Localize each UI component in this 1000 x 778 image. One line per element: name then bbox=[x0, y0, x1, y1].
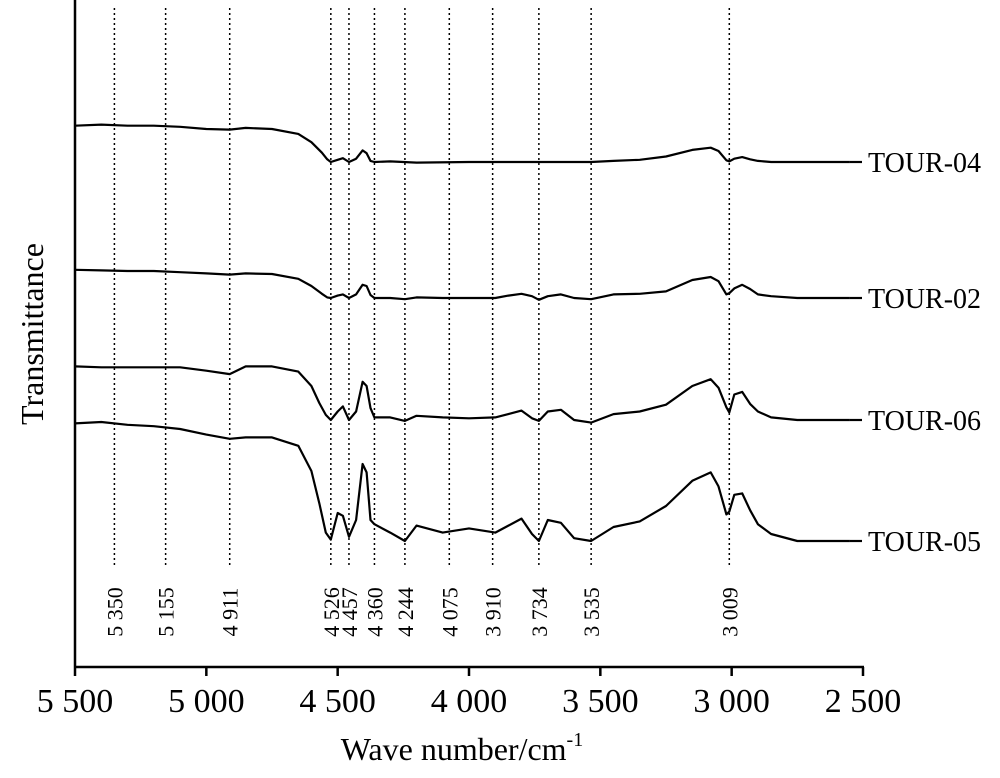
spectrum-line bbox=[74, 268, 850, 301]
x-tick-label: 3 500 bbox=[562, 683, 639, 720]
peak-label: 3 009 bbox=[717, 587, 742, 637]
peak-label: 5 350 bbox=[102, 587, 127, 637]
spectra-group: TOUR-04 TOUR-02 TOUR-06 TOUR-05 bbox=[74, 123, 981, 558]
x-tick-label: 4 000 bbox=[431, 683, 508, 720]
x-tick-label: 4 500 bbox=[299, 683, 376, 720]
spectrum-line bbox=[74, 123, 850, 164]
peak-label: 3 734 bbox=[527, 587, 552, 637]
peak-label: 4 360 bbox=[362, 587, 387, 637]
peak-label: 3 910 bbox=[481, 587, 506, 637]
y-axis-title: Transmittance bbox=[14, 243, 50, 425]
series-label: TOUR-05 bbox=[868, 527, 981, 558]
x-axis-title: Wave number/cm-1 bbox=[341, 729, 583, 767]
spectrum-line bbox=[74, 420, 850, 543]
peak-label: 4 244 bbox=[393, 587, 418, 637]
peak-label: 5 155 bbox=[154, 587, 179, 637]
x-axis-title-main: Wave number/cm bbox=[341, 731, 567, 767]
peak-label: 4 911 bbox=[218, 588, 243, 637]
peak-label: 4 526 bbox=[319, 587, 344, 637]
x-tick-label: 3 000 bbox=[693, 683, 770, 720]
x-tick-label: 5 500 bbox=[37, 683, 114, 720]
series-label: TOUR-02 bbox=[868, 284, 981, 315]
x-axis-ticks: 5 500 5 000 4 500 4 000 3 500 3 000 2 500 bbox=[37, 667, 902, 720]
peak-label: 4 075 bbox=[437, 587, 462, 637]
axes bbox=[73, 0, 864, 669]
series-label: TOUR-04 bbox=[868, 148, 981, 179]
peak-label: 4 457 bbox=[337, 587, 362, 637]
peak-label: 3 535 bbox=[579, 587, 604, 637]
x-axis-title-superscript: -1 bbox=[567, 729, 584, 751]
x-tick-label: 2 500 bbox=[825, 683, 902, 720]
spectrum-line bbox=[74, 365, 850, 424]
series-label: TOUR-06 bbox=[868, 406, 981, 437]
x-tick-label: 5 000 bbox=[168, 683, 245, 720]
